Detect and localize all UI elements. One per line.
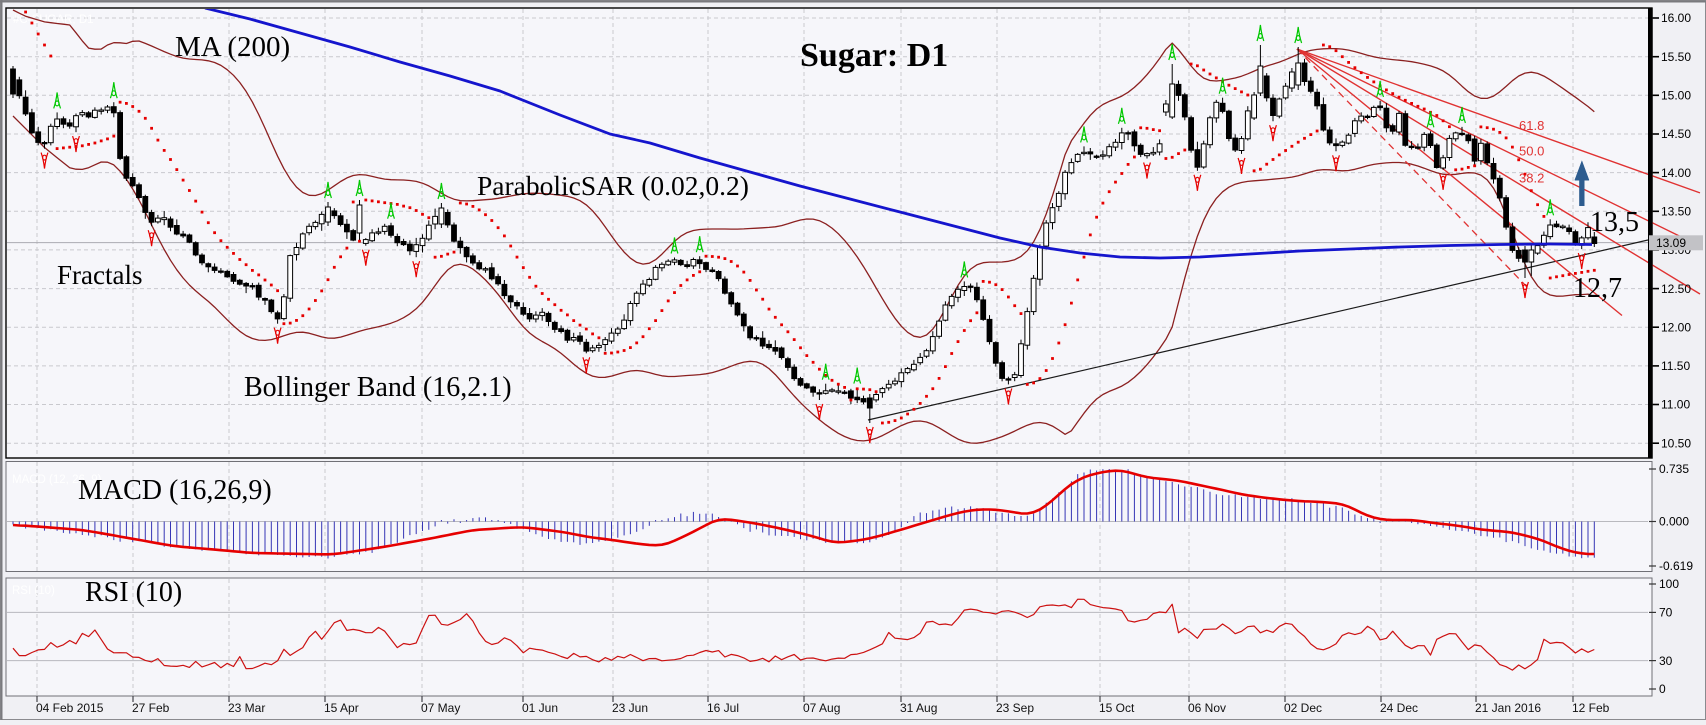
svg-text:23 Sep: 23 Sep xyxy=(996,701,1034,715)
svg-text:14.50: 14.50 xyxy=(1661,127,1691,141)
svg-text:38.2: 38.2 xyxy=(1519,171,1544,186)
svg-text:04 Feb 2015: 04 Feb 2015 xyxy=(36,701,104,715)
svg-text:Fractals: Fractals xyxy=(57,260,142,290)
svg-text:23 Mar: 23 Mar xyxy=(228,701,265,715)
svg-text:15.50: 15.50 xyxy=(1661,50,1691,64)
svg-text:15.00: 15.00 xyxy=(1661,89,1691,103)
svg-text:21 Jan 2016: 21 Jan 2016 xyxy=(1475,701,1541,715)
svg-text:16.00: 16.00 xyxy=(1661,11,1691,25)
svg-text:07 May: 07 May xyxy=(421,701,460,715)
svg-text:13.50: 13.50 xyxy=(1661,205,1691,219)
svg-text:27 Feb: 27 Feb xyxy=(132,701,170,715)
svg-text:06 Nov: 06 Nov xyxy=(1188,701,1226,715)
svg-text:12.50: 12.50 xyxy=(1661,282,1691,296)
svg-text:50.0: 50.0 xyxy=(1519,144,1544,159)
svg-text:10.50: 10.50 xyxy=(1661,436,1691,450)
svg-text:14.00: 14.00 xyxy=(1661,166,1691,180)
svg-text:Sugar: D1: Sugar: D1 xyxy=(800,37,948,74)
svg-text:11.50: 11.50 xyxy=(1661,359,1690,373)
svg-text:100: 100 xyxy=(1659,577,1679,591)
svg-text:12.00: 12.00 xyxy=(1661,320,1691,334)
svg-text:RSI (10): RSI (10) xyxy=(85,577,182,608)
svg-text:11.00: 11.00 xyxy=(1661,398,1690,412)
svg-text:30: 30 xyxy=(1659,654,1673,668)
svg-text:61.8: 61.8 xyxy=(1519,118,1544,133)
svg-text:ParabolicSAR (0.02,0.2): ParabolicSAR (0.02,0.2) xyxy=(477,170,749,201)
svg-text:23 Jun: 23 Jun xyxy=(612,701,648,715)
svg-text:0.000: 0.000 xyxy=(1659,515,1689,529)
svg-text:24 Dec: 24 Dec xyxy=(1380,701,1418,715)
svg-text:12 Feb: 12 Feb xyxy=(1572,701,1610,715)
svg-text:-0.619: -0.619 xyxy=(1659,559,1693,573)
svg-text:13.09: 13.09 xyxy=(1656,236,1686,250)
svg-text:Bollinger Band (16,2.1): Bollinger Band (16,2.1) xyxy=(244,372,512,403)
svg-text:13,5: 13,5 xyxy=(1590,207,1639,238)
svg-text:70: 70 xyxy=(1659,606,1673,620)
svg-text:12,7: 12,7 xyxy=(1573,273,1622,304)
svg-text:MACD (16,26,9): MACD (16,26,9) xyxy=(78,475,272,506)
svg-text:15 Oct: 15 Oct xyxy=(1099,701,1135,715)
svg-text:MA (200): MA (200) xyxy=(175,31,290,63)
svg-text:RSI (10): RSI (10) xyxy=(12,585,55,597)
svg-text:0: 0 xyxy=(1659,682,1666,696)
svg-text:0.735: 0.735 xyxy=(1659,462,1689,476)
svg-text:16 Jul: 16 Jul xyxy=(707,701,739,715)
svg-text:01 Jun: 01 Jun xyxy=(522,701,558,715)
svg-text:02 Dec: 02 Dec xyxy=(1284,701,1322,715)
svg-text:MACD (12, 26, 9): MACD (12, 26, 9) xyxy=(12,474,102,486)
svg-text:15 Apr: 15 Apr xyxy=(324,701,359,715)
svg-text:31 Aug: 31 Aug xyxy=(900,701,937,715)
svg-text:07 Aug: 07 Aug xyxy=(803,701,840,715)
